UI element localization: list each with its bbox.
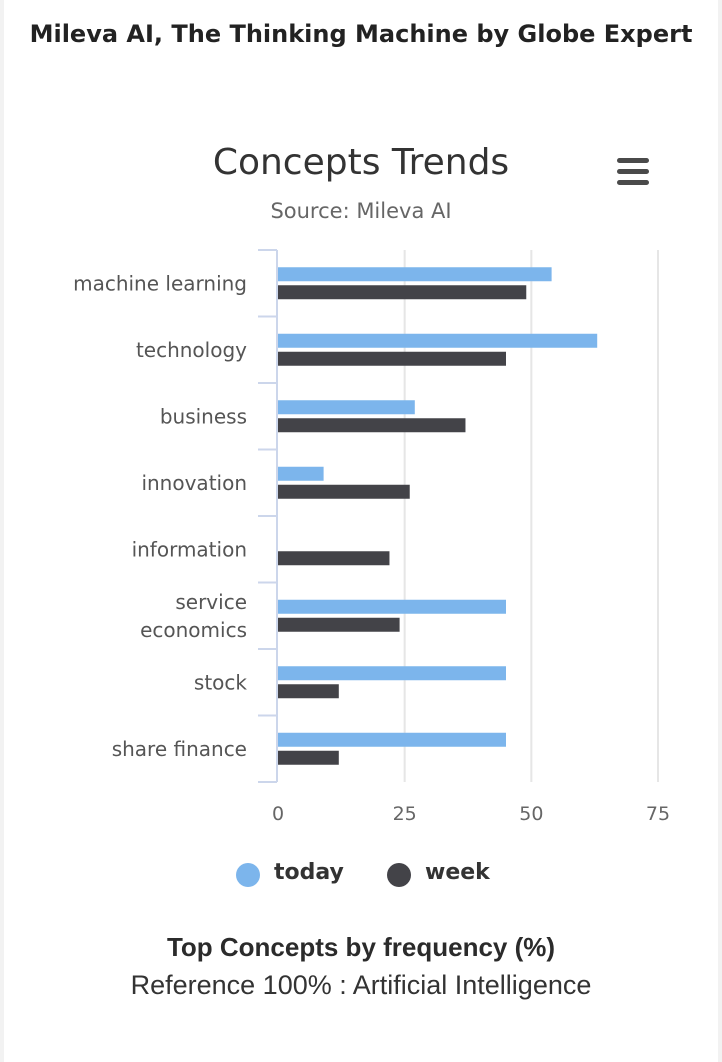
x-tick-label: 75 <box>646 803 670 825</box>
footer-title: Top Concepts by frequency (%) <box>166 932 556 962</box>
bar-week <box>278 418 466 433</box>
category-label: share finance <box>112 737 247 761</box>
x-tick-label: 25 <box>393 803 417 825</box>
bar-today <box>278 732 506 747</box>
category-label: service <box>175 590 247 614</box>
chart-subtitle: Source: Mileva AI <box>270 199 452 223</box>
category-label: economics <box>140 618 247 642</box>
bar-week <box>278 551 390 566</box>
chart-plot: 0 25 50 75 machine learning technology busines… <box>73 249 670 825</box>
x-tick-label: 0 <box>272 803 284 825</box>
bar-week <box>278 684 339 699</box>
category-label: information <box>132 537 247 561</box>
bar-week <box>278 285 527 300</box>
bar-today <box>278 666 506 681</box>
category-label: machine learning <box>73 271 247 295</box>
category-label: innovation <box>141 471 247 495</box>
bar-today <box>278 333 598 348</box>
bar-week <box>278 484 410 499</box>
bar-week <box>278 351 506 366</box>
category-label: stock <box>194 670 247 694</box>
menu-line <box>617 158 649 163</box>
hamburger-menu-icon[interactable] <box>614 156 652 188</box>
category-label: business <box>160 404 247 428</box>
bar-today <box>278 599 506 614</box>
bar-today <box>278 400 415 415</box>
bar-week <box>278 750 339 765</box>
bar-today <box>278 267 552 282</box>
app-title: Mileva AI, The Thinking Machine by Globe… <box>29 20 693 48</box>
menu-line <box>617 180 649 185</box>
legend-marker-week <box>387 863 411 887</box>
chart-card <box>4 0 718 1062</box>
x-tick-label: 50 <box>519 803 543 825</box>
chart-title: Concepts Trends <box>212 142 510 183</box>
legend-label-week: week <box>425 860 490 885</box>
bar-today <box>278 466 324 481</box>
category-label: technology <box>136 338 247 362</box>
menu-line <box>617 169 649 174</box>
legend-marker-today <box>236 863 260 887</box>
legend-label-today: today <box>274 860 344 885</box>
footer-note: Reference 100% : Artificial Intelligence <box>130 970 592 1000</box>
bar-week <box>278 617 400 632</box>
